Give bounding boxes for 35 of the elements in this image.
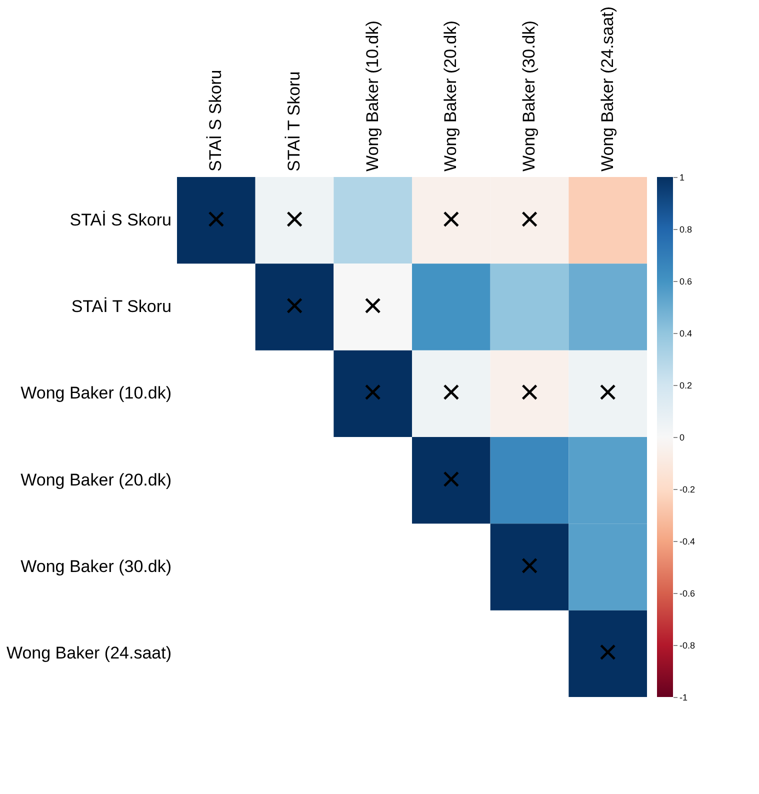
data-label: × bbox=[520, 200, 540, 238]
data-label: × bbox=[441, 460, 462, 498]
data-label: × bbox=[598, 374, 618, 412]
y-tick-label: STAİ T Skoru bbox=[71, 297, 172, 316]
color-bar-label: 0.8 bbox=[680, 224, 692, 234]
data-label: × bbox=[362, 374, 383, 412]
color-bar-label: 0.4 bbox=[680, 328, 692, 338]
x-tick-label: Wong Baker (20.dk) bbox=[441, 20, 460, 172]
y-tick-label: Wong Baker (10.dk) bbox=[20, 384, 172, 403]
y-tick-label: Wong Baker (20.dk) bbox=[20, 470, 172, 490]
y-tick-label: Wong Baker (30.dk) bbox=[20, 557, 172, 576]
x-tick-label: Wong Baker (10.dk) bbox=[362, 20, 382, 172]
x-tick-label: Wong Baker (24.saat) bbox=[598, 6, 617, 172]
color-bar-label: -0.8 bbox=[680, 640, 696, 650]
color-bar-label: 0.6 bbox=[680, 276, 692, 286]
x-tick-label: STAİ T Skoru bbox=[284, 71, 304, 172]
color-bar-label: 0 bbox=[680, 432, 685, 442]
data-label: × bbox=[520, 547, 540, 585]
data-label: × bbox=[520, 374, 540, 412]
data-label: × bbox=[441, 374, 462, 412]
data-label: × bbox=[598, 634, 618, 672]
color-bar-label: -0.6 bbox=[680, 588, 696, 598]
data-label: × bbox=[206, 200, 226, 238]
y-tick-label: Wong Baker (24.saat) bbox=[6, 644, 172, 663]
y-tick-label: STAİ S Skoru bbox=[70, 210, 172, 230]
x-tick-label: Wong Baker (30.dk) bbox=[520, 20, 538, 172]
data-label: × bbox=[362, 287, 383, 325]
color-bar-label: -1 bbox=[680, 692, 688, 702]
color-bar-label: 0.2 bbox=[680, 380, 692, 390]
data-label: × bbox=[441, 200, 462, 238]
data-label: × bbox=[284, 287, 304, 325]
color-bar-label: 1 bbox=[680, 172, 685, 182]
color-bar-label: -0.2 bbox=[680, 484, 696, 494]
data-label: × bbox=[284, 200, 304, 238]
color-bar-label: -0.4 bbox=[680, 536, 696, 546]
